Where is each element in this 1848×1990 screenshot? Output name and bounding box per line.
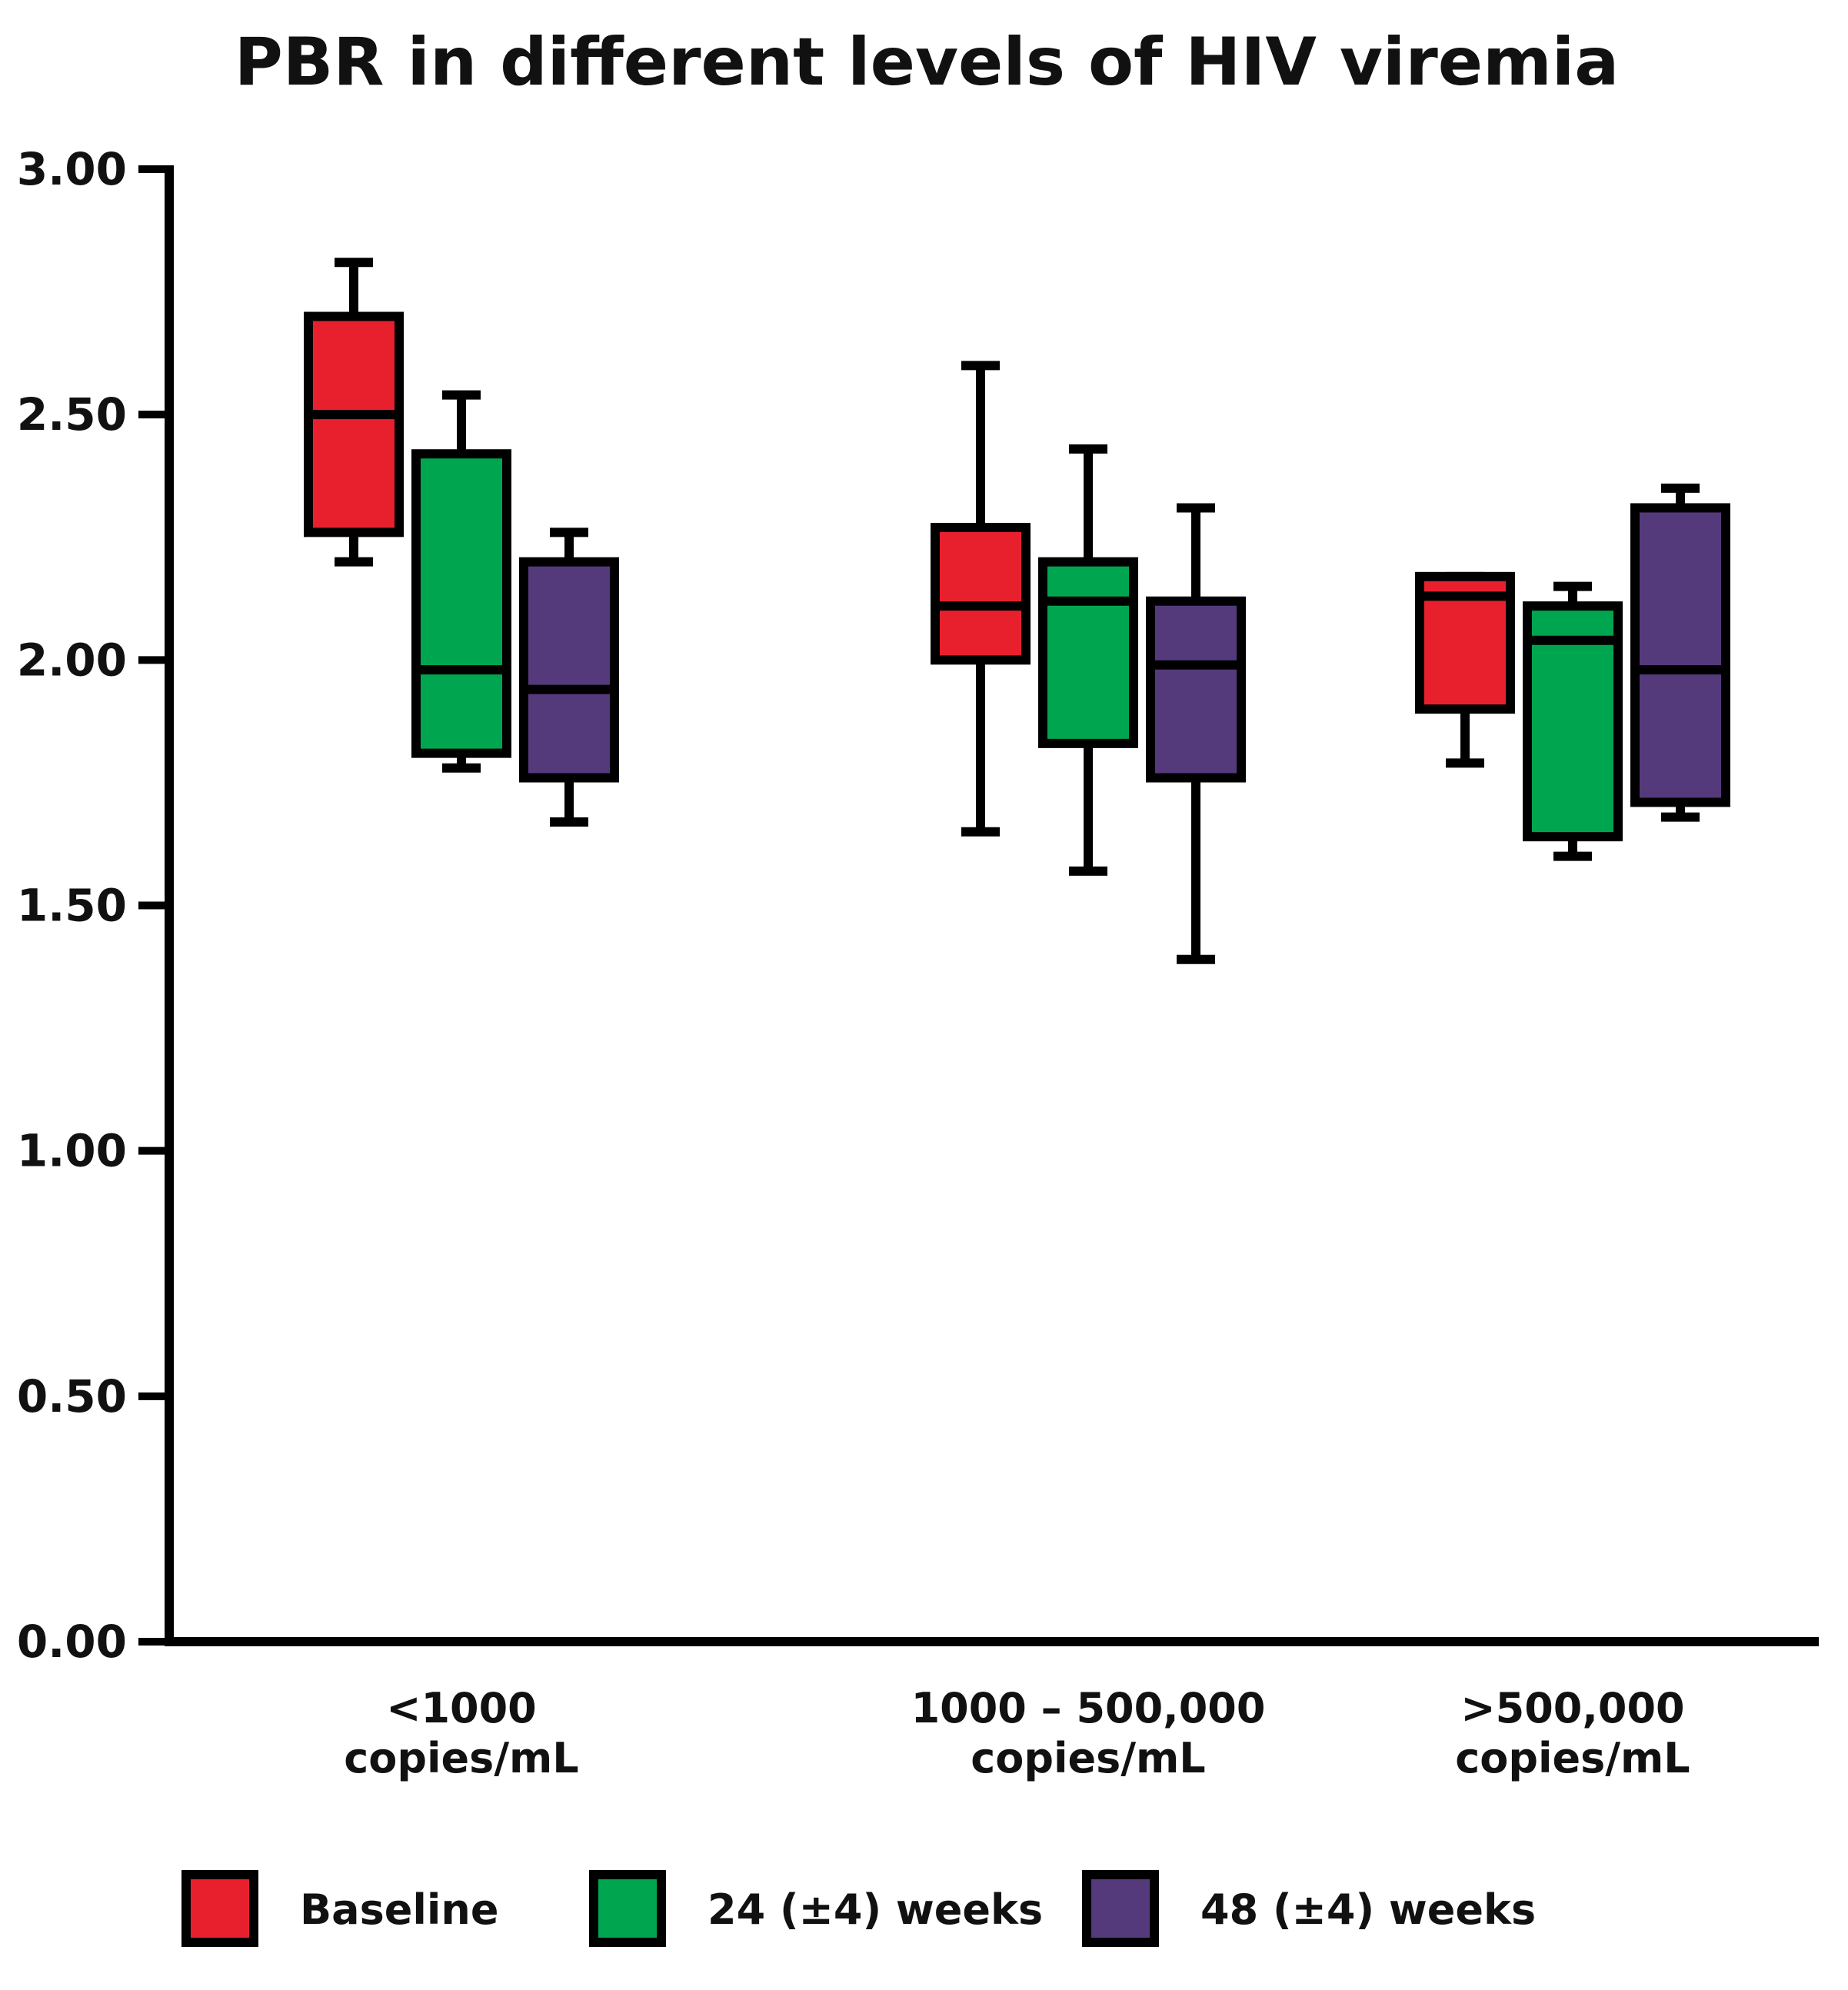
axes: 0.00 0.50 1.00 1.50 2.00 2.50 3.00 bbox=[17, 143, 1819, 1668]
y-tick-label: 0.50 bbox=[17, 1370, 127, 1423]
legend-label: 24 (±4) weeks bbox=[708, 1885, 1043, 1934]
legend-item: 48 (±4) weeks bbox=[1082, 1870, 1536, 1947]
y-tick-label: 0.00 bbox=[17, 1616, 127, 1668]
y-tick-label: 2.50 bbox=[17, 388, 127, 441]
iqr-box bbox=[411, 449, 511, 758]
box-2 bbox=[931, 361, 1031, 837]
y-tick-label: 3.00 bbox=[17, 143, 127, 195]
iqr-box bbox=[1038, 557, 1138, 748]
series-3 bbox=[519, 483, 1730, 964]
category-label-line2: copies/mL bbox=[1455, 1734, 1690, 1782]
category-label-line1: 1000 – 500,000 bbox=[911, 1684, 1266, 1732]
iqr-box bbox=[931, 522, 1031, 665]
y-tick-label: 1.00 bbox=[17, 1125, 127, 1177]
iqr-box bbox=[1146, 596, 1246, 783]
box-plot-series bbox=[304, 258, 1730, 964]
legend-label: 48 (±4) weeks bbox=[1200, 1885, 1536, 1934]
legend-item: Baseline bbox=[181, 1870, 498, 1947]
legend-label: Baseline bbox=[300, 1885, 498, 1934]
box-3 bbox=[1523, 581, 1623, 861]
series-2 bbox=[411, 390, 1623, 876]
category-label-line1: <1000 bbox=[386, 1684, 537, 1732]
legend-swatch bbox=[181, 1870, 258, 1947]
box-1 bbox=[519, 527, 619, 827]
iqr-box bbox=[1630, 503, 1730, 807]
box-1 bbox=[304, 258, 404, 567]
category-label-line2: copies/mL bbox=[344, 1734, 578, 1782]
iqr-box bbox=[304, 311, 404, 537]
legend-swatch bbox=[589, 1870, 666, 1947]
box-2 bbox=[1038, 444, 1138, 876]
category-label-line1: >500,000 bbox=[1460, 1684, 1684, 1732]
y-tick-label: 2.00 bbox=[17, 634, 127, 686]
y-tick-label: 1.50 bbox=[17, 880, 127, 932]
box-1 bbox=[411, 390, 511, 773]
legend-swatch bbox=[1082, 1870, 1159, 1947]
iqr-box bbox=[519, 557, 619, 783]
chart-title: PBR in different levels of HIV viremia bbox=[235, 24, 1620, 101]
series-1 bbox=[304, 258, 1515, 837]
legend-item: 24 (±4) weeks bbox=[589, 1870, 1043, 1947]
box-3 bbox=[1630, 483, 1730, 822]
box-2 bbox=[1146, 503, 1246, 964]
category-label-line2: copies/mL bbox=[971, 1734, 1205, 1782]
legend: Baseline 24 (±4) weeks 48 (±4) weeks bbox=[181, 1870, 1536, 1947]
box-3 bbox=[1415, 571, 1515, 768]
